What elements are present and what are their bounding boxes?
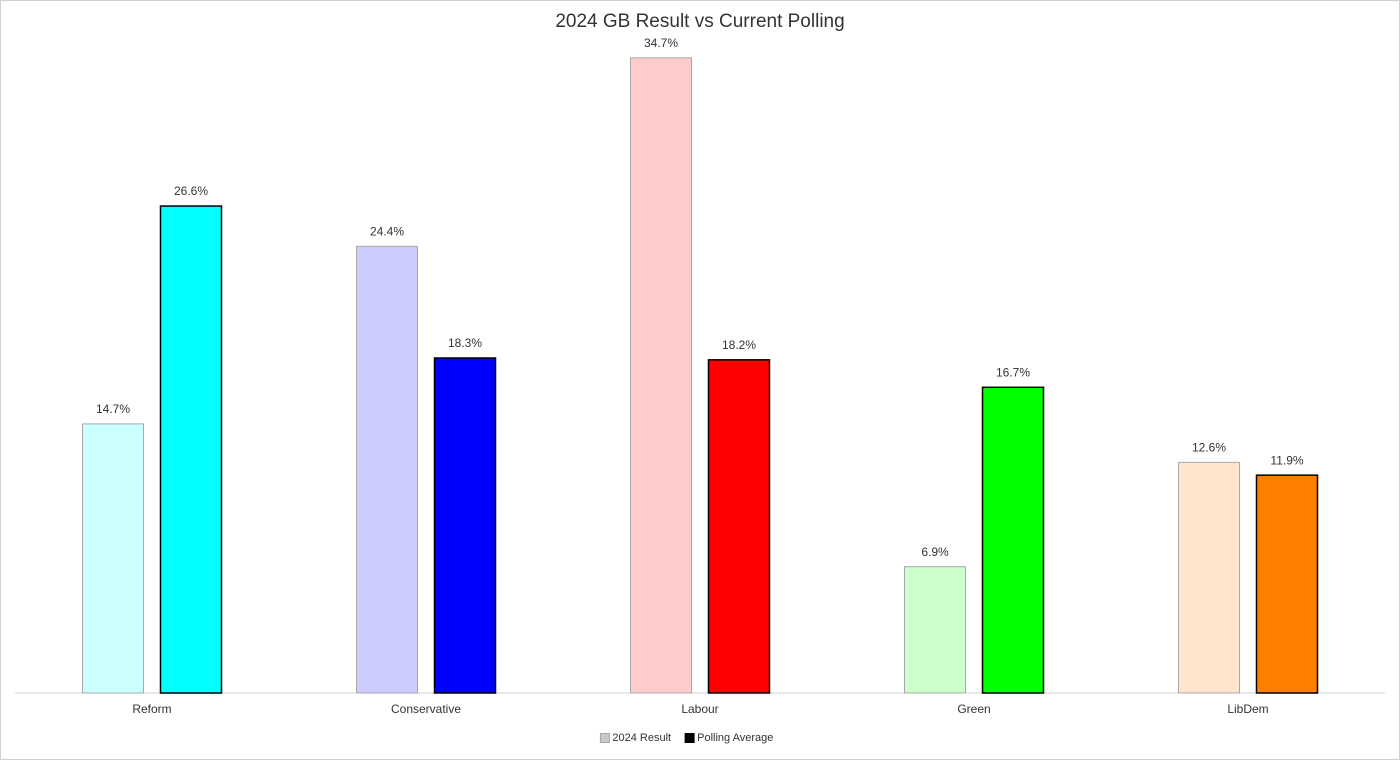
bar (981, 386, 1045, 694)
bar (1255, 474, 1319, 694)
x-tick-label: Reform (132, 702, 171, 716)
bar (630, 57, 692, 694)
x-tick-label: Labour (681, 702, 718, 716)
x-tick-label: Conservative (391, 702, 461, 716)
bar (433, 357, 497, 694)
bar (707, 359, 771, 694)
legend-swatch (599, 733, 610, 743)
data-label: 18.2% (722, 338, 756, 352)
data-label: 26.6% (174, 184, 208, 198)
bar (904, 566, 966, 694)
legend-label: Polling Average (697, 732, 773, 744)
data-label: 18.3% (448, 336, 482, 350)
bar (356, 245, 418, 694)
data-label: 14.7% (96, 402, 130, 416)
x-tick-label: Green (957, 702, 990, 716)
data-label: 16.7% (996, 365, 1030, 379)
data-label: 24.4% (370, 225, 404, 239)
legend-label: 2024 Result (612, 732, 671, 744)
bar (159, 205, 223, 694)
legend-swatch (684, 733, 695, 743)
x-tick-label: LibDem (1227, 702, 1268, 716)
data-label: 34.7% (644, 36, 678, 50)
data-label: 12.6% (1192, 441, 1226, 455)
data-label: 11.9% (1270, 453, 1303, 467)
bar (1178, 461, 1240, 694)
data-label: 6.9% (921, 545, 949, 559)
chart-title: 2024 GB Result vs Current Polling (555, 11, 844, 32)
bar (82, 423, 144, 694)
